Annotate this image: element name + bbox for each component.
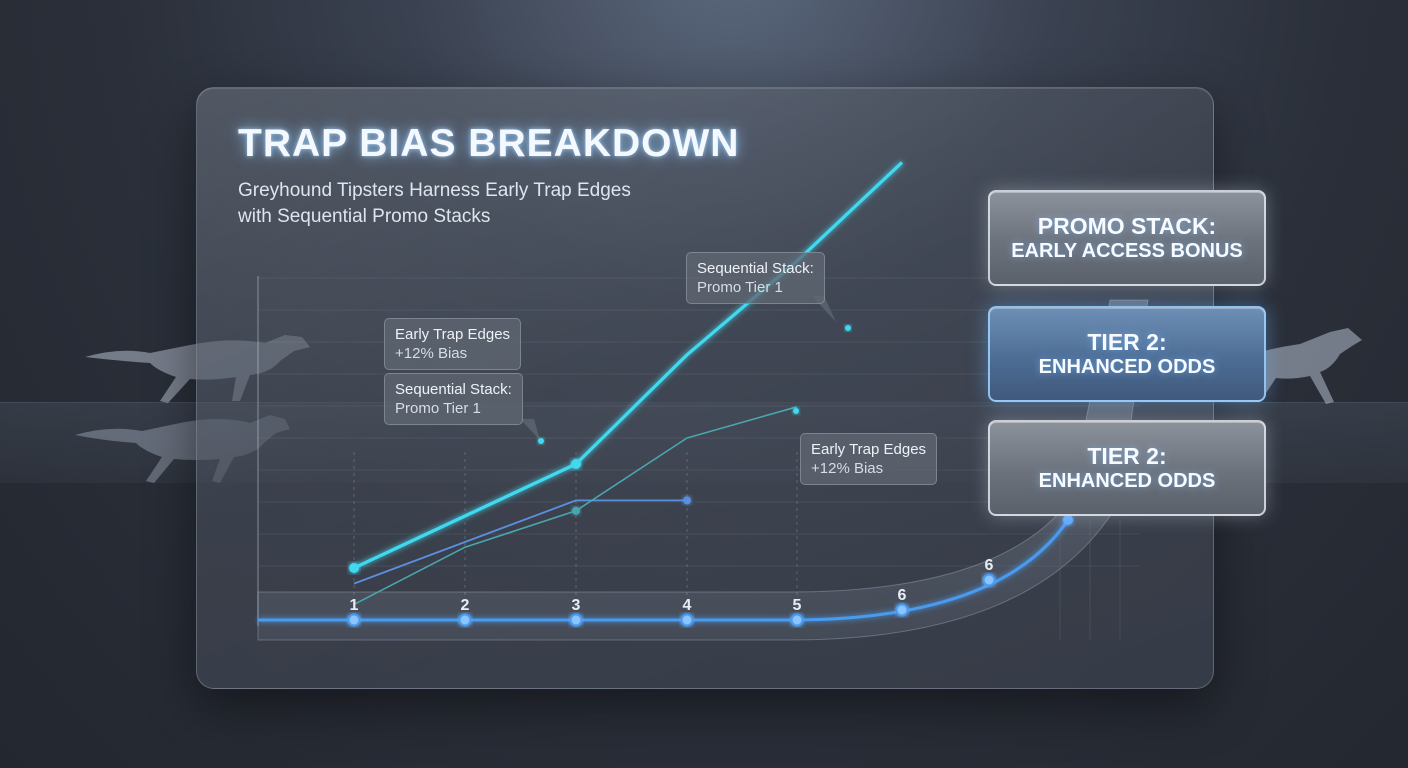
track-node	[347, 613, 361, 627]
tier2-box-gray[interactable]: TIER 2: ENHANCED ODDS	[988, 420, 1266, 516]
track-node	[790, 613, 804, 627]
promo-box-line1: PROMO STACK:	[1037, 213, 1217, 239]
greyhound-silhouette-right	[1240, 328, 1362, 404]
track-node-end	[1063, 515, 1073, 525]
x-tick-label: 6	[985, 557, 994, 574]
series-layer	[349, 161, 904, 606]
track-node	[680, 613, 694, 627]
callout-line1: Sequential Stack:	[395, 381, 512, 398]
promo-box-line2: EARLY ACCESS BONUS	[1011, 240, 1243, 262]
series-1-point	[349, 563, 359, 573]
track-layer: 1 2 3 4 5 6 6	[258, 515, 1073, 627]
series-line-3	[353, 406, 798, 606]
subtitle: Greyhound Tipsters Harness Early Trap Ed…	[238, 178, 758, 230]
track-line	[258, 519, 1070, 622]
series-line-2	[353, 499, 687, 585]
tier2-box-blue[interactable]: TIER 2: ENHANCED ODDS	[988, 306, 1266, 402]
callout-line2: Promo Tier 1	[395, 400, 481, 417]
callout-line2: +12% Bias	[811, 460, 884, 477]
series-2-point	[683, 496, 691, 505]
callout-line2: Promo Tier 1	[697, 279, 783, 296]
promo-box-line2: ENHANCED ODDS	[1038, 356, 1216, 378]
callout-line2: +12% Bias	[395, 345, 468, 362]
page-title: TRAP BIAS BREAKDOWN	[238, 122, 740, 165]
series-line-1	[353, 161, 904, 570]
callout-marker	[845, 325, 851, 331]
subtitle-line-1: Greyhound Tipsters Harness Early Trap Ed…	[238, 180, 631, 201]
x-tick-label: 2	[461, 597, 470, 614]
callout-sequential-stack-top: Sequential Stack: Promo Tier 1	[686, 252, 825, 304]
callout-marker	[793, 408, 799, 414]
callout-marker	[538, 438, 544, 444]
promo-box-line1: TIER 2:	[1087, 443, 1167, 469]
callout-early-trap-edges-left: Early Trap Edges +12% Bias	[384, 318, 522, 370]
callout-line1: Early Trap Edges	[395, 326, 511, 343]
callout-line1: Early Trap Edges	[811, 441, 927, 458]
track-node	[982, 573, 996, 587]
series-3-point	[572, 506, 580, 515]
track-node	[458, 613, 472, 627]
track-node	[569, 613, 583, 627]
promo-box-line2: ENHANCED ODDS	[1038, 470, 1216, 492]
callout-pointer	[520, 419, 540, 440]
callout-sequential-stack-left: Sequential Stack: Promo Tier 1	[384, 373, 523, 425]
series-1-point	[571, 459, 581, 469]
track-node	[895, 603, 909, 617]
callout-early-trap-edges-right: Early Trap Edges +12% Bias	[800, 433, 938, 485]
subtitle-line-2: with Sequential Promo Stacks	[238, 206, 491, 227]
callout-line1: Sequential Stack:	[697, 260, 814, 277]
promo-stack-box[interactable]: PROMO STACK: EARLY ACCESS BONUS	[988, 190, 1266, 286]
callout-connectors	[520, 296, 851, 444]
x-tick-label: 3	[572, 597, 581, 614]
promo-box-line1: TIER 2:	[1087, 329, 1167, 355]
drop-lines	[353, 452, 798, 610]
x-tick-label: 1	[350, 597, 359, 614]
x-tick-label: 6	[898, 587, 907, 604]
x-tick-label: 4	[683, 597, 692, 614]
x-tick-label: 5	[793, 597, 802, 614]
